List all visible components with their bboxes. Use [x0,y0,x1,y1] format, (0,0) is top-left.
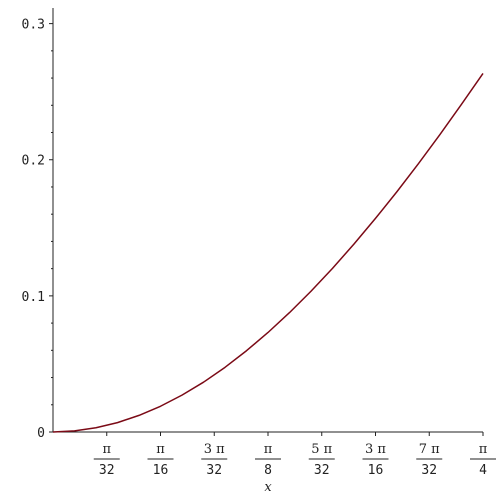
x-tick-numerator: π [102,442,111,457]
x-tick-numerator: π [264,442,273,457]
x-tick-numerator: 7 π [419,442,440,457]
x-tick-denominator: 32 [99,463,115,478]
x-tick-denominator: 4 [479,463,487,478]
y-tick-label: 0 [37,426,45,441]
ticks-layer: 0 0.1 0.2 0.3 π 32 π 16 3 π 32 π 8 5 π 32 3 π 16 7 π 32 π 4 [22,18,496,478]
y-tick-label: 0.3 [22,18,45,33]
x-tick-numerator: 3 π [204,442,225,457]
x-tick-numerator: 5 π [311,442,332,457]
x-tick-numerator: 3 π [365,442,386,457]
x-tick-numerator: π [479,442,488,457]
x-tick-numerator: π [156,442,165,457]
y-tick-label: 0.1 [22,290,45,305]
x-axis-label: x [264,480,272,495]
x-tick-denominator: 32 [314,463,330,478]
series-line [52,73,484,433]
y-tick-label: 0.2 [22,154,45,169]
x-tick-denominator: 16 [368,463,384,478]
x-tick-denominator: 8 [264,463,272,478]
x-tick-denominator: 32 [421,463,437,478]
x-tick-denominator: 32 [206,463,222,478]
series-layer [52,73,484,433]
x-tick-denominator: 16 [153,463,169,478]
